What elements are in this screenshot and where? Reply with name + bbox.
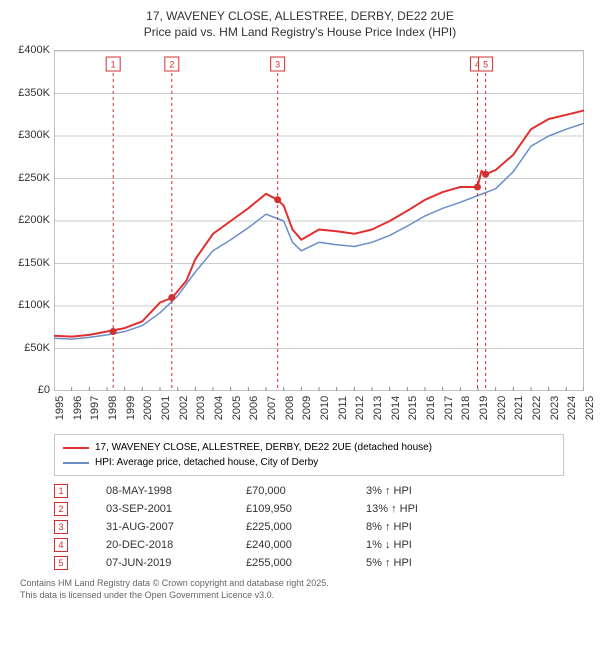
event-number-box: 4 [54,538,68,552]
x-tick-label: 2013 [372,396,384,420]
series-line [54,111,584,337]
legend-swatch [63,447,89,449]
event-date: 03-SEP-2001 [106,503,226,515]
x-tick-label: 2000 [142,396,154,420]
x-tick-label: 2018 [460,396,472,420]
x-tick-label: 2021 [513,396,525,420]
x-tick-label: 2015 [407,396,419,420]
x-tick-label: 2022 [531,396,543,420]
legend-label: 17, WAVENEY CLOSE, ALLESTREE, DERBY, DE2… [95,440,432,455]
event-marker-number: 1 [111,60,116,70]
x-tick-label: 1998 [107,396,119,420]
title-line-1: 17, WAVENEY CLOSE, ALLESTREE, DERBY, DE2… [10,8,590,24]
y-tick-label: £150K [18,257,50,269]
event-number-box: 1 [54,484,68,498]
event-date: 07-JUN-2019 [106,557,226,569]
event-price: £255,000 [246,557,346,569]
event-number-box: 3 [54,520,68,534]
plot-area: 12345 [54,50,584,390]
x-tick-label: 2009 [301,396,313,420]
event-hpi-change: 8% ↑ HPI [366,521,486,533]
chart-svg: 12345 [54,51,584,391]
event-number-box: 5 [54,556,68,570]
x-tick-label: 2003 [195,396,207,420]
x-tick-label: 2017 [443,396,455,420]
x-tick-label: 1995 [54,396,66,420]
x-tick-label: 1999 [125,396,137,420]
chart-title: 17, WAVENEY CLOSE, ALLESTREE, DERBY, DE2… [10,8,590,40]
y-axis: £0 £50K £100K £150K £200K £250K £300K £350K £400… [10,46,52,394]
x-tick-label: 2007 [266,396,278,420]
footer-attribution: Contains HM Land Registry data © Crown c… [20,578,590,601]
series-line [54,124,584,340]
x-tick-label: 2001 [160,396,172,420]
event-marker-dot [168,294,175,301]
event-marker-dot [482,171,489,178]
event-marker-dot [474,184,481,191]
event-row: 4 20-DEC-2018 £240,000 1% ↓ HPI [54,536,564,554]
footer-line-1: Contains HM Land Registry data © Crown c… [20,578,590,590]
event-marker-number: 3 [275,60,280,70]
x-tick-label: 2019 [478,396,490,420]
x-tick-label: 2016 [425,396,437,420]
x-tick-label: 1997 [89,396,101,420]
x-tick-label: 2004 [213,396,225,420]
event-date: 08-MAY-1998 [106,485,226,497]
x-tick-label: 2014 [390,396,402,420]
event-marker-number: 2 [169,60,174,70]
event-row: 3 31-AUG-2007 £225,000 8% ↑ HPI [54,518,564,536]
legend-item: HPI: Average price, detached house, City… [63,455,555,470]
event-hpi-change: 3% ↑ HPI [366,485,486,497]
x-tick-label: 2011 [337,397,349,421]
x-tick-label: 2012 [354,396,366,420]
event-hpi-change: 1% ↓ HPI [366,539,486,551]
events-table: 1 08-MAY-1998 £70,000 3% ↑ HPI 2 03-SEP-2001 £… [54,482,564,572]
event-row: 2 03-SEP-2001 £109,950 13% ↑ HPI [54,500,564,518]
event-hpi-change: 5% ↑ HPI [366,557,486,569]
x-tick-label: 2020 [496,396,508,420]
price-chart: £0 £50K £100K £150K £200K £250K £300K £350K £400… [10,46,590,426]
event-price: £70,000 [246,485,346,497]
legend: 17, WAVENEY CLOSE, ALLESTREE, DERBY, DE2… [54,434,564,476]
y-tick-label: £100K [18,299,50,311]
x-tick-label: 1996 [72,396,84,420]
x-tick-label: 2008 [284,396,296,420]
event-marker-dot [274,197,281,204]
y-tick-label: £50K [24,342,50,354]
event-price: £225,000 [246,521,346,533]
footer-line-2: This data is licensed under the Open Gov… [20,590,590,602]
title-line-2: Price paid vs. HM Land Registry's House … [10,24,590,40]
event-marker-number: 5 [483,60,488,70]
x-axis: 1995 1996 1997 1998 1999 2000 2001 2002 2003 2004… [54,390,584,426]
event-date: 20-DEC-2018 [106,539,226,551]
event-number-box: 2 [54,502,68,516]
event-row: 1 08-MAY-1998 £70,000 3% ↑ HPI [54,482,564,500]
legend-label: HPI: Average price, detached house, City… [95,455,318,470]
x-tick-label: 2005 [231,396,243,420]
y-tick-label: £200K [18,214,50,226]
y-tick-label: £300K [18,129,50,141]
x-tick-label: 2025 [584,396,596,420]
x-tick-label: 2010 [319,396,331,420]
x-tick-label: 2023 [549,396,561,420]
event-row: 5 07-JUN-2019 £255,000 5% ↑ HPI [54,554,564,572]
event-date: 31-AUG-2007 [106,521,226,533]
x-tick-label: 2006 [248,396,260,420]
y-tick-label: £400K [18,44,50,56]
legend-swatch [63,462,89,464]
event-marker-dot [110,328,117,335]
event-price: £240,000 [246,539,346,551]
y-tick-label: £0 [38,384,50,396]
y-tick-label: £350K [18,87,50,99]
legend-item: 17, WAVENEY CLOSE, ALLESTREE, DERBY, DE2… [63,440,555,455]
event-hpi-change: 13% ↑ HPI [366,503,486,515]
x-tick-label: 2002 [178,396,190,420]
event-price: £109,950 [246,503,346,515]
y-tick-label: £250K [18,172,50,184]
x-tick-label: 2024 [566,396,578,420]
